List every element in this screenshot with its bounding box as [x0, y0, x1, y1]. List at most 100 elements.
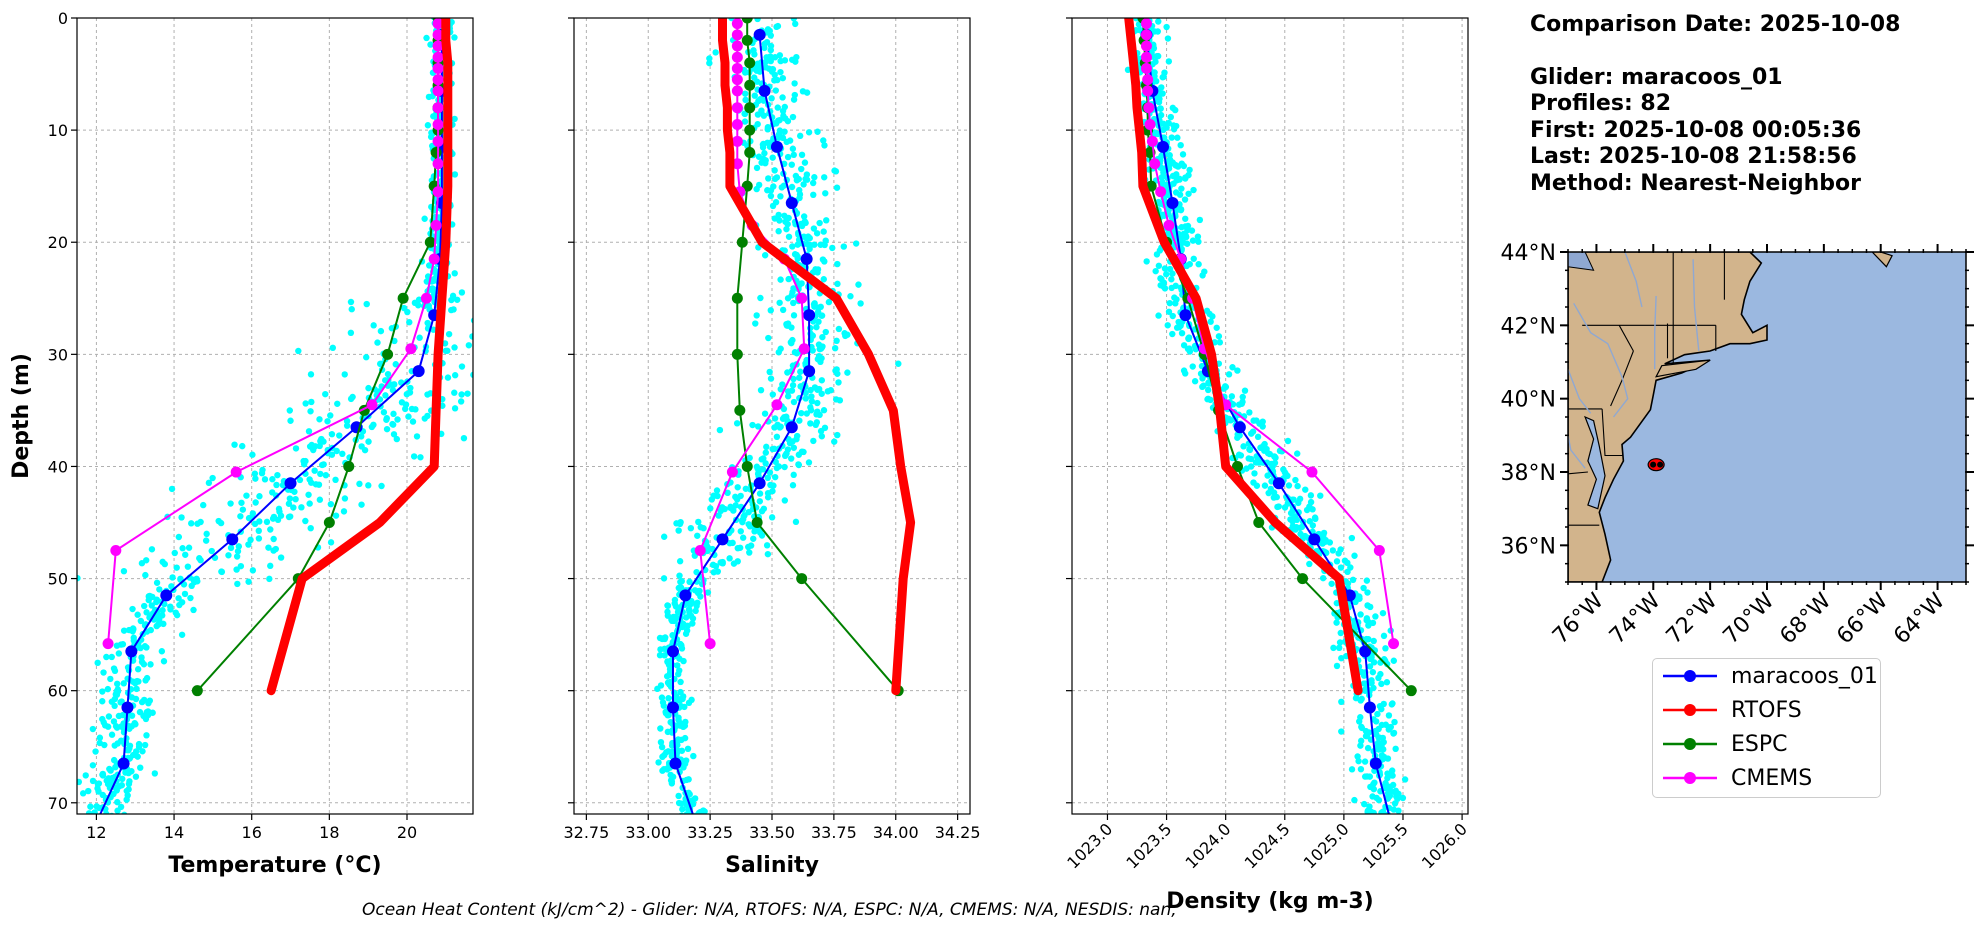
data-point-cmems	[432, 135, 444, 147]
x-tick-label: 33.00	[625, 823, 671, 842]
scatter-point	[706, 55, 713, 62]
scatter-point	[1201, 268, 1208, 275]
scatter-point	[307, 371, 315, 378]
scatter-point	[105, 775, 112, 782]
scatter-point	[205, 479, 213, 487]
scatter-point	[676, 697, 684, 704]
scatter-point	[779, 74, 787, 82]
y-tick-label: 60	[48, 682, 68, 701]
scatter-point	[1384, 774, 1391, 782]
scatter-point	[234, 548, 242, 555]
scatter-point	[1368, 679, 1375, 687]
scatter-point	[689, 615, 697, 622]
x-tick-label: 1023.5	[1122, 819, 1175, 872]
scatter-point	[1251, 470, 1258, 477]
scatter-point	[1250, 479, 1257, 486]
scatter-point	[766, 469, 774, 476]
data-point-espc	[191, 685, 203, 697]
scatter-point	[1335, 644, 1343, 652]
scatter-point	[117, 699, 124, 706]
scatter-point	[660, 533, 668, 540]
x-tick-label: 18	[319, 823, 339, 842]
x-axis-label: Density (kg m-3)	[1166, 889, 1374, 914]
scatter-point	[1363, 730, 1371, 738]
scatter-point	[789, 113, 797, 121]
scatter-point	[1336, 639, 1344, 646]
scatter-point	[717, 559, 724, 566]
scatter-point	[139, 748, 146, 755]
x-tick-label: 34.25	[935, 823, 981, 842]
scatter-point	[1357, 611, 1364, 618]
scatter-point	[134, 666, 142, 673]
scatter-point	[1399, 794, 1407, 802]
scatter-point	[784, 446, 792, 453]
scatter-point	[790, 444, 798, 451]
scatter-point	[783, 413, 790, 420]
lake-ontario	[1568, 252, 1595, 271]
scatter-point	[267, 526, 274, 533]
scatter-point	[790, 471, 797, 479]
scatter-point	[177, 575, 184, 582]
scatter-point	[1180, 162, 1188, 170]
scatter-point	[675, 792, 682, 800]
scatter-point	[685, 606, 693, 613]
scatter-point	[1294, 450, 1301, 457]
map-lon-label: 76°W	[1548, 588, 1609, 649]
scatter-point	[383, 425, 391, 433]
scatter-point	[238, 499, 245, 506]
scatter-point	[348, 306, 355, 313]
scatter-point	[814, 308, 822, 315]
scatter-point	[806, 245, 813, 253]
scatter-point	[805, 459, 813, 466]
scatter-point	[305, 491, 312, 498]
scatter-point	[286, 407, 293, 414]
data-point-cmems	[432, 40, 444, 52]
scatter-point	[1333, 599, 1341, 607]
scatter-point	[784, 388, 792, 395]
scatter-point	[745, 543, 752, 551]
scatter-point	[1337, 629, 1344, 637]
scatter-point	[153, 579, 161, 586]
scatter-point	[118, 723, 125, 730]
scatter-point	[315, 481, 323, 488]
scatter-point	[1361, 800, 1368, 808]
scatter-point	[821, 424, 829, 432]
scatter-point	[1401, 776, 1409, 783]
scatter-point	[852, 240, 860, 247]
scatter-point	[1163, 23, 1170, 31]
scatter-point	[458, 391, 465, 398]
scatter-point	[768, 514, 776, 521]
scatter-point	[142, 715, 150, 723]
data-point-espc	[1297, 573, 1309, 585]
scatter-point	[1194, 233, 1202, 240]
scatter-point	[484, 348, 490, 354]
scatter-point	[470, 317, 473, 324]
scatter-point	[291, 488, 298, 495]
scatter-point	[307, 524, 314, 532]
scatter-point	[1361, 758, 1369, 765]
scatter-point	[79, 790, 87, 797]
scatter-point	[775, 134, 782, 141]
scatter-point	[1169, 330, 1176, 338]
series-glider	[667, 28, 816, 814]
scatter-point	[721, 505, 728, 513]
scatter-point	[147, 661, 154, 668]
scatter-point	[1166, 265, 1174, 273]
data-point-cmems	[694, 545, 706, 557]
scatter-point	[1375, 674, 1382, 682]
scatter-point	[1348, 766, 1356, 773]
long-island	[1655, 359, 1711, 378]
scatter-point	[1216, 339, 1224, 346]
scatter-point	[732, 502, 739, 509]
series-rtofs	[1124, 18, 1363, 696]
scatter-point	[347, 329, 355, 337]
scatter-point	[306, 500, 313, 507]
scatter-point	[820, 407, 828, 414]
data-point-glider	[1272, 477, 1285, 490]
scatter-point	[178, 514, 185, 521]
scatter-point	[661, 652, 668, 659]
scatter-point	[256, 493, 263, 500]
scatter-point	[424, 122, 432, 129]
scatter-point	[751, 528, 758, 535]
scatter-point	[1317, 492, 1324, 499]
